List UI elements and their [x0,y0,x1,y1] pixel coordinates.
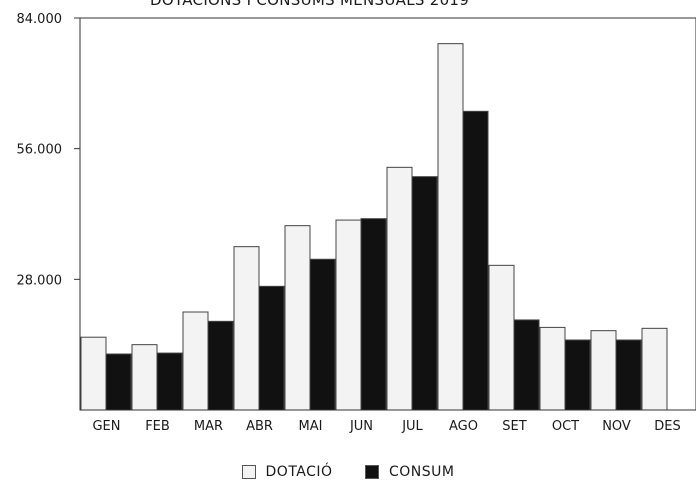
bar-dotacio-des [641,327,668,411]
bar-consum-nov [615,339,642,411]
x-tick-label: MAR [194,419,223,434]
x-axis: GEN FEB MAR ABR MAI JUN JUL AGO SET OCT NOV DES [92,419,680,434]
legend-label-dotacio: DOTACIÓ [265,464,333,480]
x-tick-label: DES [654,419,680,434]
x-tick-label: JUL [401,419,423,434]
y-tick-label: 28.000 [17,273,63,288]
bar-dotacio-set [488,264,515,411]
y-axis: 28.000 56.000 84.000 [17,12,80,288]
legend: DOTACIÓ CONSUM [0,464,696,483]
legend-item-consum: CONSUM [365,464,454,480]
bar-dotacio-mai [284,225,311,411]
bar-consum-ago [462,110,489,411]
bar-dotacio-jul [386,166,413,411]
x-tick-label: OCT [552,419,579,434]
bar-consum-gen [105,353,132,411]
x-tick-label: MAI [299,419,323,434]
chart-title: DOTACIONS I CONSUMS MENSUALS 2019 [150,0,470,9]
bar-dotacio-ago [437,43,464,411]
plot-frame [79,17,696,411]
bar-consum-oct [564,339,591,411]
bar-consum-mar [207,320,234,411]
legend-item-dotacio: DOTACIÓ [241,464,333,480]
legend-swatch-dotacio [241,465,256,479]
bar-dotacio-gen [80,336,107,411]
bar-consum-abr [258,285,285,411]
y-tick-label: 84.000 [17,12,63,27]
legend-swatch-consum [365,465,379,479]
x-tick-label: FEB [145,419,170,434]
y-tick-label: 56.000 [17,143,63,158]
x-tick-label: SET [502,419,526,434]
x-tick-label: GEN [92,419,120,434]
bar-consum-mai [309,258,336,411]
bar-dotacio-abr [233,246,260,411]
bar-dotacio-jun [335,219,362,411]
bar-consum-feb [156,352,183,411]
x-tick-label: ABR [246,419,273,434]
bar-consum-jun [360,218,387,411]
legend-label-consum: CONSUM [389,464,455,480]
bar-consum-set [513,319,540,411]
bar-consum-jul [411,176,438,411]
bars-group [80,43,668,411]
bar-dotacio-nov [590,330,617,411]
bar-dotacio-feb [131,344,158,411]
x-tick-label: NOV [602,419,631,434]
bar-dotacio-mar [182,311,209,411]
x-tick-label: AGO [449,419,478,434]
bar-dotacio-oct [539,326,566,411]
x-tick-label: JUN [349,419,373,434]
